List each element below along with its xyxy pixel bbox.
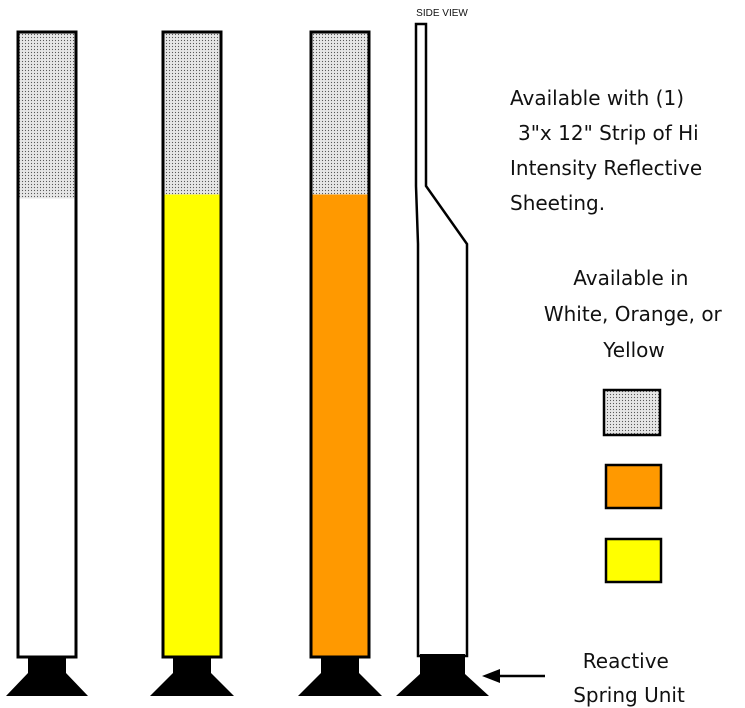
reflective-strip <box>19 33 75 199</box>
colors-line: Available in <box>573 266 688 290</box>
reflective-swatch <box>602 388 662 437</box>
spring-unit-arrow <box>482 669 545 683</box>
yellow-swatch <box>604 537 663 584</box>
side-view-shape <box>414 22 469 658</box>
availability-line: Intensity Reflective <box>510 156 702 180</box>
availability-line: 3"x 12" Strip of Hi <box>518 121 699 145</box>
spring-unit-line: Reactive <box>583 649 669 673</box>
availability-line: Sheeting. <box>510 191 605 215</box>
side-view-post: SIDE VIEW <box>396 8 489 696</box>
orange-swatch <box>604 463 663 510</box>
side-view-label: SIDE VIEW <box>416 8 468 19</box>
yellow-post <box>150 30 234 696</box>
availability-text: Available with (1) 3"x 12" Strip of Hi I… <box>510 86 709 215</box>
availability-line: Available with (1) <box>510 86 684 110</box>
spring-base <box>298 656 382 696</box>
colors-line: Yellow <box>602 338 665 362</box>
spring-base <box>396 654 489 696</box>
spring-unit-line: Spring Unit <box>573 683 685 707</box>
reflective-strip <box>164 33 220 195</box>
white-post <box>6 30 88 696</box>
reflective-strip <box>312 33 368 195</box>
colors-line: White, Orange, or <box>544 302 723 326</box>
orange-post <box>298 30 382 696</box>
colors-text: Available in White, Orange, or Yellow <box>544 266 728 362</box>
spring-base <box>6 656 88 696</box>
spring-base <box>150 656 234 696</box>
spring-unit-label: Reactive Spring Unit <box>573 649 685 707</box>
